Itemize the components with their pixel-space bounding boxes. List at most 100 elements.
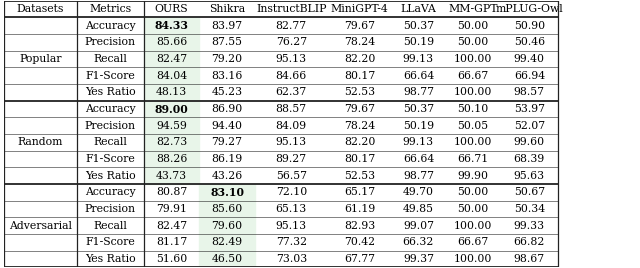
Text: 50.19: 50.19 (403, 121, 434, 131)
Text: 98.77: 98.77 (403, 87, 434, 97)
Text: 50.67: 50.67 (514, 187, 545, 197)
Text: 85.66: 85.66 (156, 37, 187, 47)
Text: 84.09: 84.09 (276, 121, 307, 131)
Text: Accuracy: Accuracy (85, 21, 136, 31)
Text: 66.94: 66.94 (514, 71, 545, 81)
Text: 66.82: 66.82 (514, 237, 545, 247)
Text: F1-Score: F1-Score (85, 237, 135, 247)
Bar (143, 84, 200, 101)
Text: 100.00: 100.00 (454, 221, 492, 231)
Text: Recall: Recall (93, 137, 127, 147)
Text: Yes Ratio: Yes Ratio (85, 87, 136, 97)
Text: F1-Score: F1-Score (85, 154, 135, 164)
Text: Precision: Precision (84, 204, 136, 214)
Text: 50.00: 50.00 (458, 187, 489, 197)
Text: 50.90: 50.90 (514, 21, 545, 31)
Text: 84.04: 84.04 (156, 71, 187, 81)
Text: Datasets: Datasets (17, 4, 64, 14)
Text: 89.00: 89.00 (155, 103, 188, 114)
Text: 68.39: 68.39 (514, 154, 545, 164)
Text: 95.13: 95.13 (276, 137, 307, 147)
Text: 80.87: 80.87 (156, 187, 187, 197)
Bar (200, 217, 255, 234)
Text: 79.60: 79.60 (212, 221, 243, 231)
Text: MiniGPT-4: MiniGPT-4 (331, 4, 388, 14)
Text: 86.90: 86.90 (211, 104, 243, 114)
Text: 99.37: 99.37 (403, 254, 434, 264)
Text: 81.17: 81.17 (156, 237, 187, 247)
Text: 80.17: 80.17 (344, 154, 375, 164)
Text: 79.67: 79.67 (344, 104, 375, 114)
Text: 88.57: 88.57 (276, 104, 307, 114)
Text: 99.33: 99.33 (514, 221, 545, 231)
Text: 100.00: 100.00 (454, 54, 492, 64)
Text: 52.53: 52.53 (344, 87, 375, 97)
Text: 83.97: 83.97 (212, 21, 243, 31)
Text: 79.27: 79.27 (212, 137, 243, 147)
Text: 86.19: 86.19 (211, 154, 243, 164)
Text: 100.00: 100.00 (454, 87, 492, 97)
Text: 50.00: 50.00 (458, 37, 489, 47)
Text: Yes Ratio: Yes Ratio (85, 171, 136, 181)
Text: MM-GPT: MM-GPT (449, 4, 498, 14)
Text: 66.67: 66.67 (458, 71, 489, 81)
Text: 65.13: 65.13 (276, 204, 307, 214)
Text: 50.10: 50.10 (458, 104, 489, 114)
Text: 50.37: 50.37 (403, 104, 434, 114)
Text: 79.67: 79.67 (344, 21, 375, 31)
Text: 95.13: 95.13 (276, 54, 307, 64)
Text: 50.00: 50.00 (458, 21, 489, 31)
Text: 82.73: 82.73 (156, 137, 187, 147)
Text: 99.13: 99.13 (403, 54, 434, 64)
Bar (200, 234, 255, 251)
Bar (143, 167, 200, 184)
Text: 45.23: 45.23 (212, 87, 243, 97)
Text: Recall: Recall (93, 54, 127, 64)
Text: 84.33: 84.33 (154, 20, 189, 31)
Text: 98.77: 98.77 (403, 171, 434, 181)
Bar (143, 101, 200, 117)
Text: 99.60: 99.60 (514, 137, 545, 147)
Bar (143, 17, 200, 34)
Text: Recall: Recall (93, 221, 127, 231)
Text: 43.26: 43.26 (211, 171, 243, 181)
Text: 83.10: 83.10 (210, 187, 244, 198)
Text: 82.49: 82.49 (212, 237, 243, 247)
Text: 73.03: 73.03 (276, 254, 307, 264)
Text: 65.17: 65.17 (344, 187, 375, 197)
Text: 49.70: 49.70 (403, 187, 434, 197)
Text: LLaVA: LLaVA (401, 4, 436, 14)
Text: 80.17: 80.17 (344, 71, 375, 81)
Text: 82.47: 82.47 (156, 221, 187, 231)
Text: 94.40: 94.40 (212, 121, 243, 131)
Text: Metrics: Metrics (89, 4, 131, 14)
Text: 79.20: 79.20 (212, 54, 243, 64)
Text: 61.19: 61.19 (344, 204, 375, 214)
Text: Precision: Precision (84, 121, 136, 131)
Text: 78.24: 78.24 (344, 37, 375, 47)
Bar (143, 34, 200, 51)
Text: 67.77: 67.77 (344, 254, 375, 264)
Text: 89.27: 89.27 (276, 154, 307, 164)
Text: Accuracy: Accuracy (85, 187, 136, 197)
Text: Accuracy: Accuracy (85, 104, 136, 114)
Text: 66.71: 66.71 (458, 154, 489, 164)
Text: 70.42: 70.42 (344, 237, 375, 247)
Text: Adversarial: Adversarial (9, 221, 72, 231)
Text: 50.00: 50.00 (458, 204, 489, 214)
Text: 82.77: 82.77 (276, 21, 307, 31)
Text: 99.90: 99.90 (458, 171, 488, 181)
Text: 50.05: 50.05 (458, 121, 489, 131)
Text: 76.27: 76.27 (276, 37, 307, 47)
Bar (143, 117, 200, 134)
Text: 95.13: 95.13 (276, 221, 307, 231)
Text: 62.37: 62.37 (276, 87, 307, 97)
Text: 43.73: 43.73 (156, 171, 187, 181)
Text: 100.00: 100.00 (454, 254, 492, 264)
Bar (143, 134, 200, 151)
Text: 98.57: 98.57 (514, 87, 545, 97)
Text: 52.53: 52.53 (344, 171, 375, 181)
Text: 98.67: 98.67 (514, 254, 545, 264)
Text: 56.57: 56.57 (276, 171, 307, 181)
Text: 99.40: 99.40 (514, 54, 545, 64)
